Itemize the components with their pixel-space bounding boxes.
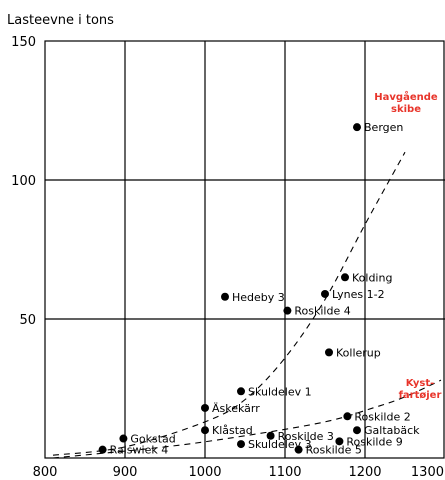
point-label: Kollerup [336,346,381,359]
data-point [294,445,303,454]
data-point [201,403,209,412]
tick-labels: 800 900 1000 1100 1200 1300 50 100 150 [11,35,444,480]
point-label: Skuldelev 1 [248,385,312,398]
annotation-line: fartøjer [399,390,442,401]
annotation-line: Havgående [374,90,438,103]
x-tick-label: 1300 [411,465,444,480]
data-point [283,306,292,315]
data-point [325,348,333,357]
y-axis-title: Lasteevne i tons [7,13,114,28]
data-point [201,426,209,435]
x-tick-label: 900 [113,465,138,480]
data-point [343,412,352,421]
point-label: Kolding [352,271,392,284]
data-point [98,445,107,454]
point-label: Roskilde 4 [294,305,350,318]
trend-curves [52,151,442,459]
annotation-coastal: Kyst-fartøjer [399,378,442,401]
point-label: Bergen [364,121,403,134]
point-label: Hedeby 3 [232,291,285,304]
x-tick-label: 1100 [268,465,301,480]
point-label: Gokstad [130,433,175,446]
point-label: Roskilde 2 [354,410,410,423]
data-point [321,289,329,298]
point-label: Galtabäck [364,424,420,437]
annotation-line: Kyst- [406,378,435,389]
x-tick-label: 1200 [348,465,381,480]
point-label: Roskilde 5 [306,444,362,457]
data-point [353,123,361,132]
grid [44,40,445,459]
plot-frame [44,40,445,459]
point-label: Roskilde 3 [278,430,334,443]
annotation-seagoing: Havgående skibe [374,90,438,115]
data-point [119,434,128,443]
point-label: Ralswiek 4 [110,444,169,457]
data-point [237,440,245,449]
data-point [335,437,344,446]
data-point [266,431,275,440]
y-tick-label: 50 [19,313,36,328]
group-annotations: Havgående skibe Kyst-fartøjer [374,90,441,401]
data-point [221,292,229,301]
curve-seagoing [52,151,406,456]
x-tick-label: 1000 [188,465,221,480]
point-label: Roskilde 9 [346,435,402,448]
curve-coastal [52,379,442,459]
data-points: Bergen Kolding Lynes 1-2 Hedeby 3 Roskilde 4… [98,121,420,457]
data-point [341,273,349,282]
x-tick-label: 800 [33,465,58,480]
point-label: Lynes 1-2 [332,288,385,301]
y-tick-label: 100 [11,174,36,189]
y-tick-label: 150 [11,35,36,50]
point-label: Klåstad [212,424,253,437]
data-point [237,387,245,396]
point-label: Äskekärr [212,402,260,415]
annotation-line: skibe [391,104,421,115]
data-point [353,426,361,435]
